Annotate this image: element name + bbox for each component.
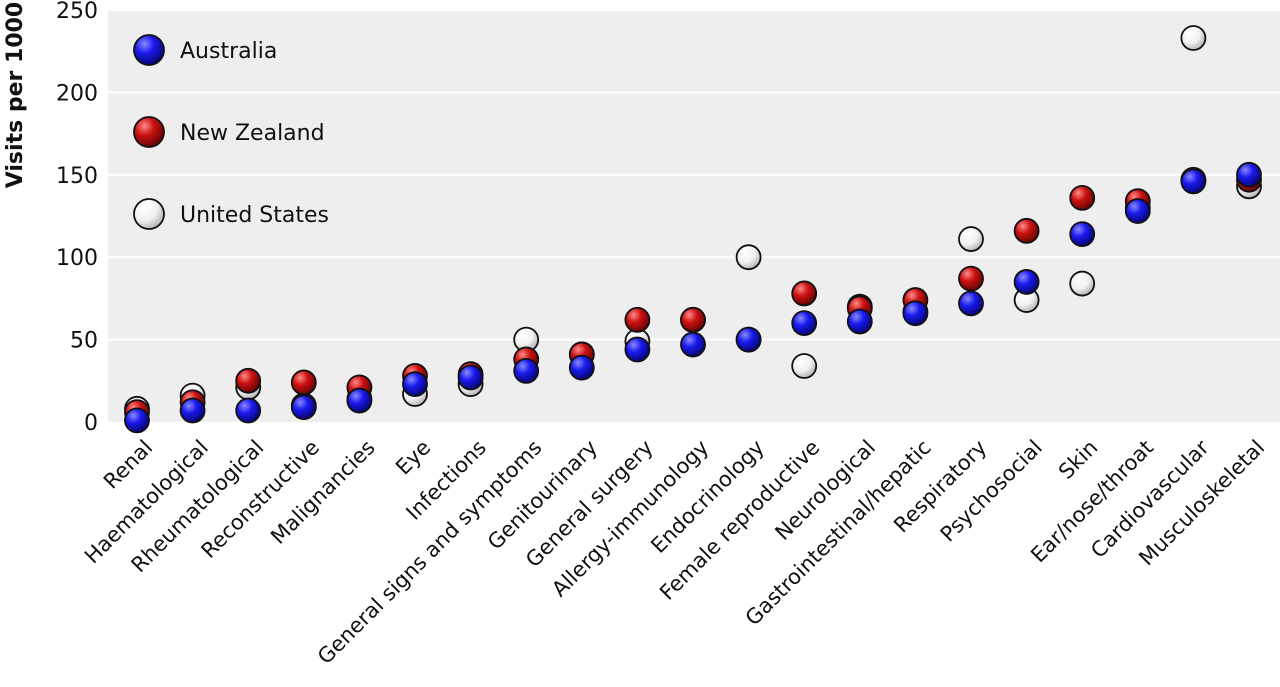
point-australia-malignancies (346, 387, 373, 414)
y-tick-label-250: 250 (56, 0, 98, 24)
point-united-states-skin (1069, 270, 1096, 297)
y-tick-label-0: 0 (84, 411, 98, 436)
point-new-zealand-psychosocial (1013, 217, 1040, 244)
legend: Australia New Zealand United States (133, 34, 329, 230)
y-tick-label-150: 150 (56, 164, 98, 189)
point-united-states-endocrinology (735, 244, 762, 271)
point-australia-ear-nose-throat (1124, 198, 1151, 224)
point-new-zealand-female-reproductive (791, 280, 818, 307)
point-united-states-respiratory (958, 226, 984, 252)
point-australia-neurological (846, 308, 873, 335)
legend-label-australia: Australia (180, 39, 277, 64)
point-australia-haematological (179, 397, 206, 424)
point-new-zealand-skin (1069, 184, 1096, 211)
point-united-states-female-reproductive (791, 353, 818, 379)
point-australia-general-signs-and-symptoms (513, 358, 540, 384)
point-new-zealand-respiratory (958, 265, 984, 292)
legend-item-new-zealand: New Zealand (133, 116, 325, 148)
point-new-zealand-reconstructive (290, 369, 317, 396)
point-australia-renal (124, 407, 150, 434)
point-australia-rheumatological (235, 397, 262, 424)
point-united-states-cardiovascular (1180, 25, 1207, 51)
point-new-zealand-allergy-immunology (680, 306, 706, 333)
x-tick-label-eye: Eye (391, 435, 435, 479)
point-new-zealand-rheumatological (235, 367, 262, 394)
point-australia-cardiovascular (1180, 168, 1207, 195)
data-points (124, 25, 1262, 434)
y-tick-label-200: 200 (56, 81, 98, 106)
point-australia-skin (1069, 221, 1096, 248)
y-tick-label-50: 50 (70, 329, 98, 354)
point-australia-gastrointestinal-hepatic (902, 300, 929, 327)
point-australia-psychosocial (1013, 269, 1040, 295)
point-australia-female-reproductive (791, 310, 818, 337)
x-tick-label-skin: Skin (1054, 435, 1103, 484)
series-australia (124, 161, 1262, 434)
point-australia-allergy-immunology (680, 331, 706, 358)
point-australia-eye (402, 371, 428, 397)
gridlines (108, 9, 1280, 341)
legend-label-united-states: United States (180, 203, 329, 228)
x-axis: RenalHaematologicalRheumatologicalRecons… (80, 435, 1269, 669)
point-australia-respiratory (958, 290, 984, 317)
legend-label-new-zealand: New Zealand (180, 121, 325, 146)
y-tick-label-100: 100 (56, 246, 98, 271)
y-axis: 0 50 100 150 200 250 (56, 0, 98, 436)
point-australia-infections (457, 364, 484, 391)
point-new-zealand-general-surgery (624, 306, 651, 333)
legend-item-united-states: United States (133, 198, 329, 230)
legend-marker-australia (133, 34, 165, 66)
point-australia-endocrinology (735, 326, 762, 353)
point-australia-musculoskeletal (1236, 161, 1262, 188)
point-australia-general-surgery (624, 336, 651, 363)
legend-item-australia: Australia (133, 34, 277, 66)
y-axis-label: Visits per 1000 (3, 2, 28, 189)
point-australia-reconstructive (290, 394, 317, 421)
legend-marker-new-zealand (133, 116, 165, 148)
point-australia-genitourinary (568, 354, 595, 381)
legend-marker-united-states (133, 198, 165, 230)
